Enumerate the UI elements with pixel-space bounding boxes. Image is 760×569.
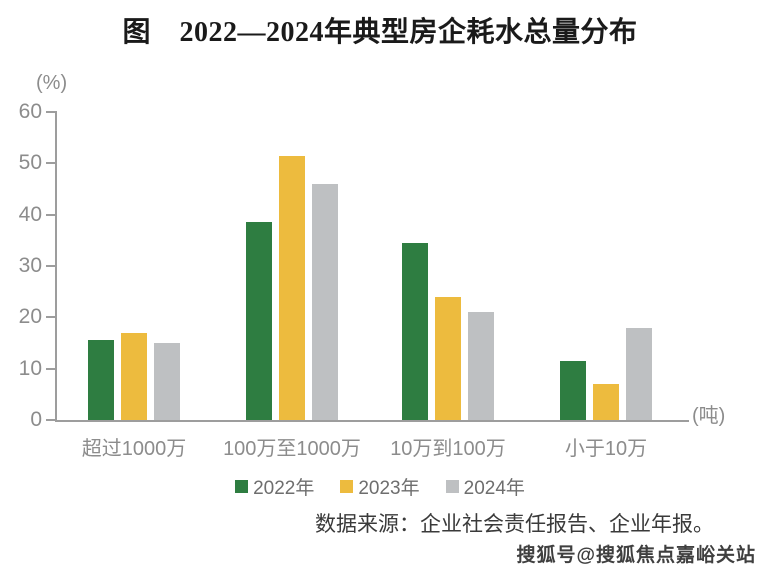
- legend-label: 2022年: [253, 478, 315, 499]
- chart-title: 图 2022—2024年典型房企耗水总量分布: [122, 17, 638, 48]
- y-tick-mark: [46, 213, 56, 216]
- y-tick-label: 20: [18, 305, 42, 329]
- bar-2022年-超过1000万: [88, 340, 114, 420]
- bar-2024年-小于10万: [626, 327, 652, 420]
- legend-label: 2024年: [463, 478, 525, 499]
- y-axis-unit-label: (%): [36, 72, 68, 94]
- x-category-label: 100万至1000万: [223, 438, 361, 460]
- x-category-label: 10万到100万: [390, 438, 506, 460]
- y-tick-mark: [46, 162, 56, 165]
- data-source-note: 数据来源：企业社会责任报告、企业年报。: [315, 512, 714, 536]
- legend-item-2023年: 2023年: [340, 473, 420, 500]
- y-tick-label: 10: [18, 356, 42, 380]
- bar-2023年-超过1000万: [121, 332, 147, 420]
- y-tick-mark: [46, 265, 56, 267]
- y-tick-label: 0: [30, 408, 42, 431]
- x-axis-unit-label: (吨): [692, 405, 726, 427]
- legend-swatch-icon: [445, 480, 459, 493]
- y-tick-label: 60: [18, 100, 42, 123]
- bar-2023年-100万至1000万: [279, 155, 305, 420]
- y-axis-line: [55, 111, 57, 422]
- bar-2022年-小于10万: [560, 360, 586, 420]
- y-tick-mark: [46, 419, 56, 421]
- legend-item-2024年: 2024年: [445, 473, 525, 500]
- bar-2024年-10万到100万: [468, 312, 494, 420]
- bar-2024年-100万至1000万: [312, 183, 338, 420]
- y-tick-mark: [46, 316, 56, 319]
- bar-2022年-10万到100万: [402, 242, 428, 420]
- x-category-label: 超过1000万: [81, 438, 187, 460]
- x-category-label: 小于10万: [564, 438, 648, 460]
- bar-2024年-超过1000万: [154, 343, 180, 420]
- sohu-watermark: 搜狐号@搜狐焦点嘉峪关站: [516, 545, 756, 566]
- y-tick-mark: [46, 111, 56, 113]
- bar-2023年-10万到100万: [435, 296, 461, 420]
- y-tick-mark: [46, 367, 56, 370]
- y-tick-label: 40: [18, 202, 42, 226]
- legend-label: 2023年: [358, 478, 420, 499]
- legend-swatch-icon: [340, 480, 354, 493]
- y-tick-label: 50: [18, 151, 42, 175]
- x-axis-line: [55, 420, 689, 422]
- legend-item-2022年: 2022年: [235, 473, 314, 500]
- y-tick-label: 30: [18, 254, 42, 277]
- bar-2022年-100万至1000万: [246, 222, 272, 420]
- bar-2023年-小于10万: [593, 384, 619, 420]
- chart-legend: 2022年 2023年 2024年: [0, 473, 760, 500]
- legend-swatch-icon: [235, 480, 249, 493]
